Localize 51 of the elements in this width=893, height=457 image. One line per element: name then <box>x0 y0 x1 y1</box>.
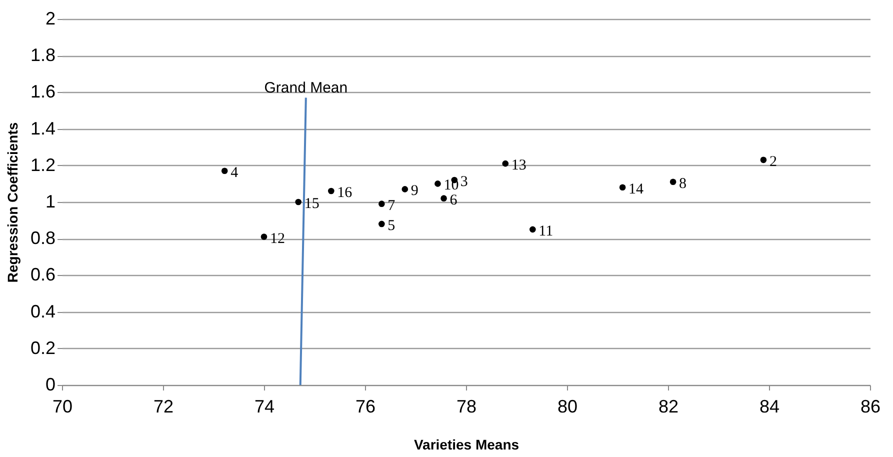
point <box>502 160 509 167</box>
annotation: 6 <box>450 192 458 208</box>
x-tick-label: 84 <box>759 396 780 416</box>
series-label: Grand Mean <box>264 80 348 97</box>
y-tick-label: 1.8 <box>30 45 56 66</box>
x-tick-label: 80 <box>557 396 578 416</box>
point <box>378 200 385 207</box>
annotation: 9 <box>410 183 418 200</box>
y-tick-label: 0 <box>45 374 56 394</box>
y-tick-label: 2 <box>45 8 56 28</box>
annotation: 4 <box>230 164 239 181</box>
annotation: 11 <box>538 223 554 240</box>
point <box>760 156 767 164</box>
point <box>378 220 385 228</box>
y-tick-label: 0.8 <box>30 228 56 248</box>
x-tick-label: 86 <box>860 396 881 416</box>
x-tick-label: 76 <box>355 396 376 416</box>
point <box>402 186 408 192</box>
y-tick-label: 0.4 <box>30 301 56 322</box>
annotation: 2 <box>769 154 777 170</box>
y-tick-label: 1 <box>45 192 56 212</box>
y-tick-label: 0.6 <box>30 264 56 285</box>
point <box>530 226 536 233</box>
point <box>440 195 447 202</box>
x-axis-title: Varieties Means <box>414 436 520 452</box>
point <box>434 180 441 187</box>
annotation: 15 <box>304 196 320 212</box>
y-axis-title: Regression Coefficients <box>4 122 20 283</box>
x-tick-label: 82 <box>658 396 679 416</box>
annotation: 5 <box>388 218 396 234</box>
y-tick-label: 0.2 <box>30 338 56 358</box>
x-tick-label: 74 <box>254 396 275 416</box>
point <box>619 184 626 191</box>
point <box>221 168 228 174</box>
annotation: 7 <box>388 198 396 214</box>
point <box>670 178 676 186</box>
annotation: 14 <box>628 181 644 198</box>
annotation: 12 <box>270 230 285 247</box>
x-tick-label: 72 <box>153 396 174 416</box>
y-tick-label: 1.6 <box>30 82 56 102</box>
annotation: 8 <box>679 176 687 192</box>
x-tick-label: 70 <box>52 396 73 416</box>
point <box>295 198 302 206</box>
point <box>328 188 334 194</box>
point <box>260 234 268 240</box>
annotation: 16 <box>337 185 353 202</box>
y-tick-label: 1.2 <box>30 154 56 175</box>
annotation: 3 <box>460 174 468 190</box>
x-tick-label: 78 <box>456 396 477 416</box>
annotation: 13 <box>511 158 526 174</box>
y-tick-label: 1.4 <box>30 118 56 138</box>
